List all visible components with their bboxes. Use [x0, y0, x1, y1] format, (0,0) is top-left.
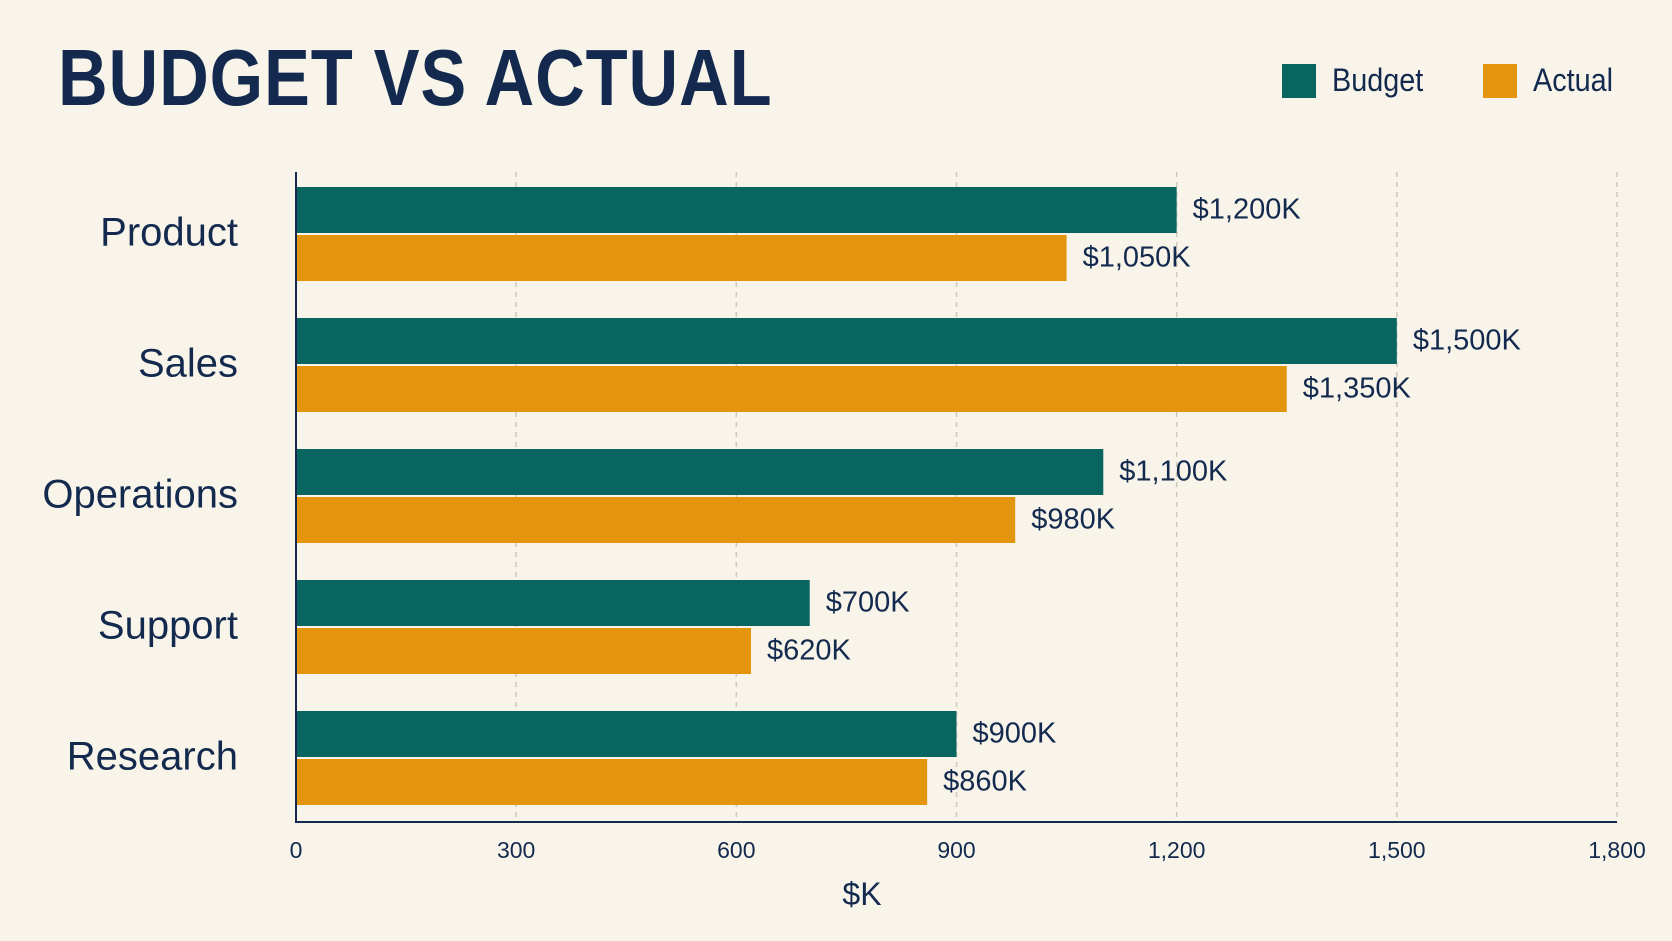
x-tick-label-6: 1,800 [1588, 837, 1646, 863]
data-label-actual-product: $1,050K [1083, 242, 1192, 274]
bar-actual-research [296, 759, 928, 805]
bar-actual-sales [296, 366, 1287, 412]
data-label-budget-sales: $1,500K [1413, 325, 1522, 357]
category-label-sales: Sales [138, 342, 238, 386]
legend-label-actual: Actual [1533, 62, 1614, 98]
x-tick-label-4: 1,200 [1148, 837, 1206, 863]
bar-budget-operations [296, 449, 1104, 495]
legend-item-actual: Actual [1483, 62, 1622, 99]
legend: Budget Actual [1281, 62, 1622, 99]
bar-actual-product [296, 235, 1067, 281]
category-label-product: Product [100, 211, 238, 255]
x-tick-label-0: 0 [290, 837, 303, 863]
x-tick-label-5: 1,500 [1368, 837, 1426, 863]
category-label-research: Research [67, 735, 238, 779]
category-label-operations: Operations [42, 473, 238, 517]
legend-label-budget: Budget [1331, 62, 1423, 98]
bar-budget-product [296, 187, 1177, 233]
data-label-budget-product: $1,200K [1193, 194, 1302, 226]
data-label-actual-sales: $1,350K [1303, 373, 1412, 405]
x-tick-label-1: 300 [497, 837, 535, 863]
x-tick-label-2: 600 [717, 837, 755, 863]
data-label-budget-support: $700K [826, 587, 911, 619]
x-axis-title: $K [842, 876, 881, 912]
legend-swatch-budget [1281, 63, 1316, 98]
legend-item-budget: Budget [1281, 62, 1433, 99]
x-tick-label-3: 900 [937, 837, 975, 863]
bar-actual-operations [296, 497, 1016, 543]
legend-swatch-actual [1483, 63, 1518, 98]
bar-budget-sales [296, 318, 1397, 364]
data-label-actual-research: $860K [943, 766, 1028, 798]
bar-budget-research [296, 711, 957, 757]
data-label-actual-operations: $980K [1031, 504, 1116, 536]
category-label-support: Support [98, 604, 238, 648]
chart-title: BUDGET VS ACTUAL [58, 33, 773, 122]
data-label-budget-operations: $1,100K [1119, 456, 1228, 488]
data-label-budget-research: $900K [973, 718, 1058, 750]
bar-budget-support [296, 580, 810, 626]
data-label-actual-support: $620K [767, 635, 852, 667]
bar-actual-support [296, 628, 752, 674]
